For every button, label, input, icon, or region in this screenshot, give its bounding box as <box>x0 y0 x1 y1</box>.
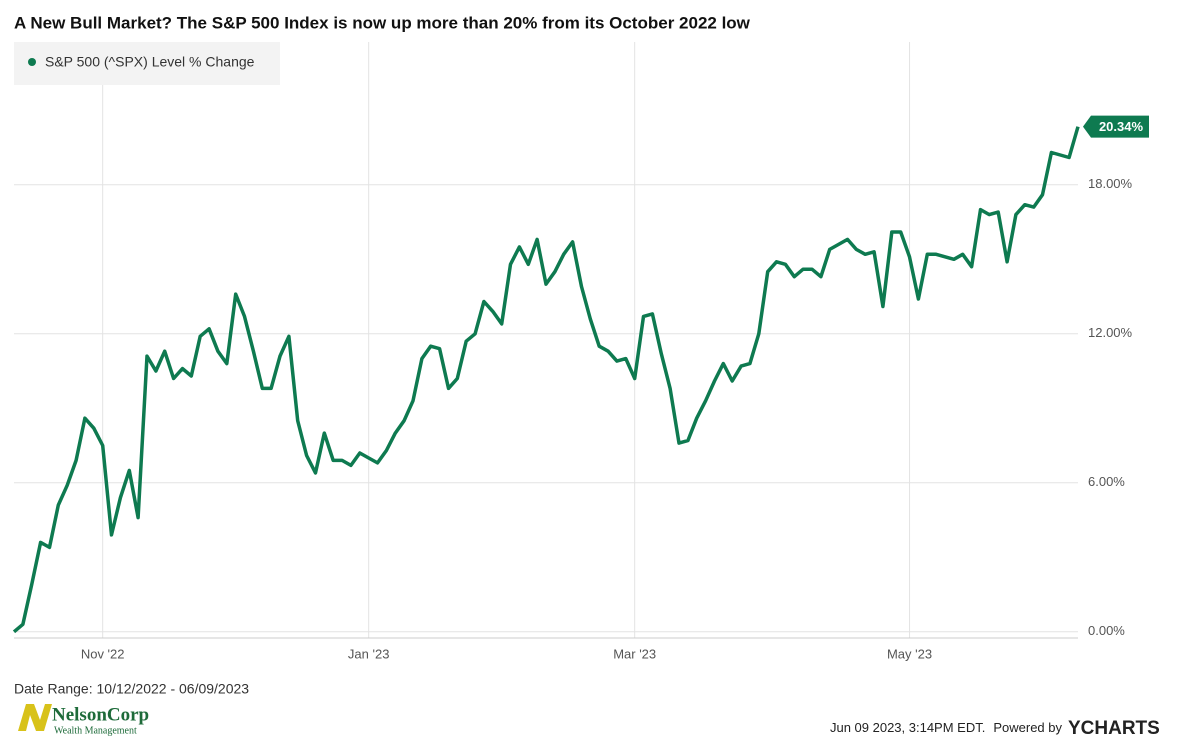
x-tick-label: May '23 <box>887 646 932 661</box>
value-label-tag <box>1083 115 1149 138</box>
y-tick-label: 0.00% <box>1088 623 1125 638</box>
legend-label: S&P 500 (^SPX) Level % Change <box>45 54 255 70</box>
y-tick-label: 12.00% <box>1088 325 1133 340</box>
chart-title: A New Bull Market? The S&P 500 Index is … <box>14 13 751 32</box>
legend-box <box>14 42 280 85</box>
value-label: 20.34% <box>1099 119 1144 134</box>
logo: NelsonCorp Wealth Management <box>18 704 149 736</box>
x-tick-label: Jan '23 <box>348 646 390 661</box>
timestamp-text: Jun 09 2023, 3:14PM EDT. <box>830 720 985 735</box>
powered-by: Powered by <box>993 720 1062 735</box>
y-tick-label: 6.00% <box>1088 474 1125 489</box>
logo-mark <box>18 704 52 731</box>
x-tick-label: Nov '22 <box>81 646 125 661</box>
legend-marker <box>28 58 36 66</box>
line-series <box>12 126 1080 634</box>
logo-name: NelsonCorp <box>52 704 149 725</box>
y-tick-label: 18.00% <box>1088 176 1133 191</box>
brand: YCHARTS <box>1068 718 1160 739</box>
x-tick-label: Mar '23 <box>613 646 656 661</box>
date-range: Date Range: 10/12/2022 - 06/09/2023 <box>14 681 249 697</box>
plot-area: 0.00% 6.00% 12.00% 18.00% Nov '22 Jan '23 Mar … <box>12 42 1149 661</box>
logo-sub: Wealth Management <box>54 725 137 736</box>
timestamp: Jun 09 2023, 3:14PM EDT. Powered by <box>830 720 1063 735</box>
